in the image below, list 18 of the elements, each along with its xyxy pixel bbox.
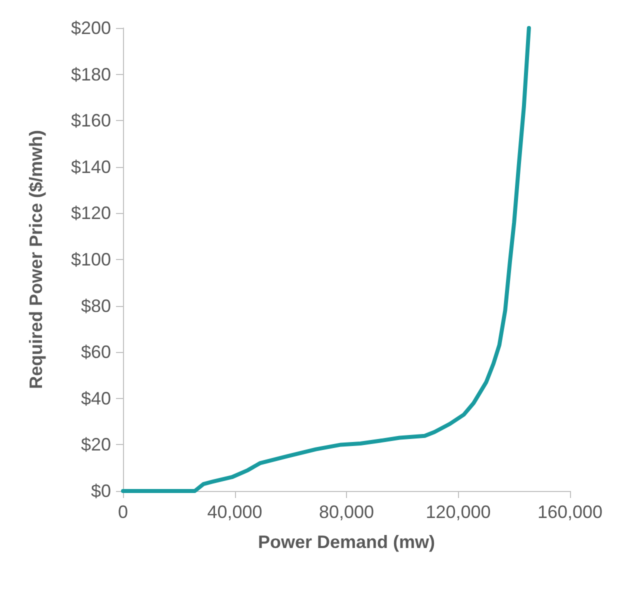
y-tick-label: $180: [70, 64, 111, 84]
x-tick-label: 40,000: [207, 502, 262, 522]
y-tick-label: $100: [70, 250, 111, 270]
y-tick-label: $40: [80, 388, 111, 408]
y-tick-label: $0: [90, 481, 111, 501]
x-tick-label: 0: [118, 502, 128, 522]
y-tick-label: $160: [70, 110, 111, 131]
y-tick-label: $20: [80, 434, 111, 455]
y-axis-title: Required Power Price ($/mwh): [26, 130, 46, 390]
y-tick-label: $140: [70, 156, 111, 177]
x-axis-title: Power Demand (mw): [258, 532, 436, 552]
x-tick-label: 120,000: [426, 502, 491, 522]
y-tick-label: $60: [80, 342, 111, 362]
y-tick-label: $80: [80, 296, 111, 316]
x-tick-label: 80,000: [318, 502, 374, 522]
x-tick-label: 160,000: [537, 502, 603, 522]
y-tick-label: $120: [70, 203, 111, 224]
y-tick-label: $200: [70, 18, 111, 38]
